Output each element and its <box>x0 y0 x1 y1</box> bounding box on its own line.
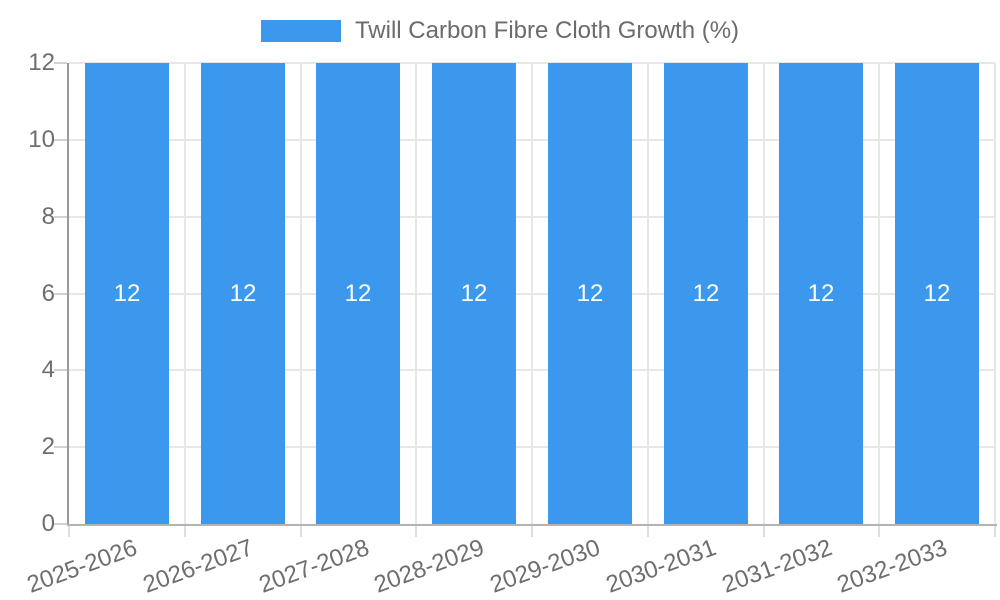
y-tick-label: 12 <box>28 49 55 76</box>
bar-value-label: 12 <box>229 279 257 307</box>
x-tick-label: 2029-2030 <box>486 534 604 599</box>
y-axis-line <box>67 63 69 526</box>
x-tick-label: 2032-2033 <box>833 534 952 599</box>
x-tick-mark <box>68 526 70 537</box>
x-tick-mark <box>647 526 649 537</box>
y-tick-mark <box>54 369 67 372</box>
x-tick-label: 2025-2026 <box>23 534 141 599</box>
x-tick-mark <box>994 526 996 537</box>
v-gridline <box>878 63 880 524</box>
x-tick-label: 2028-2029 <box>370 534 489 599</box>
v-gridline <box>647 63 649 524</box>
x-tick-mark <box>531 526 533 537</box>
v-gridline <box>994 63 996 524</box>
y-axis-labels: 0 2 4 6 8 10 12 <box>0 49 55 537</box>
y-tick-mark <box>54 215 67 218</box>
y-tick-label: 0 <box>41 510 55 537</box>
bar[interactable] <box>316 63 400 524</box>
x-tick-mark <box>184 526 186 537</box>
x-tick-mark <box>415 526 417 537</box>
y-tick-mark <box>54 62 67 64</box>
v-gridline <box>531 63 533 524</box>
y-tick-mark <box>54 292 67 295</box>
y-tick-mark <box>54 138 67 141</box>
bar[interactable] <box>779 63 863 524</box>
bar[interactable] <box>432 63 516 524</box>
x-tick-mark <box>300 526 302 537</box>
legend-swatch <box>260 20 341 42</box>
y-tick-label: 10 <box>28 125 55 153</box>
bar-value-label: 12 <box>807 279 835 307</box>
v-gridline <box>300 63 302 524</box>
x-tick-label: 2031-2032 <box>718 534 836 599</box>
y-tick-label: 4 <box>41 356 55 384</box>
bar[interactable] <box>895 63 979 524</box>
bar[interactable] <box>85 63 169 524</box>
v-gridline <box>184 63 186 524</box>
y-tick-mark <box>54 523 67 525</box>
y-tick-label: 6 <box>41 279 55 307</box>
bar[interactable] <box>548 63 632 524</box>
bar[interactable] <box>664 63 748 524</box>
bar-value-label: 12 <box>923 279 951 307</box>
y-tick-label: 2 <box>41 433 55 461</box>
bar-value-label: 12 <box>692 279 720 307</box>
v-gridline <box>763 63 765 524</box>
bar[interactable] <box>201 63 285 524</box>
bar-value-label: 12 <box>576 279 604 307</box>
bar-value-label: 12 <box>460 279 488 307</box>
x-axis-labels: 2025-2026 2026-2027 2027-2028 2028-2029 2029… <box>24 524 995 600</box>
x-tick-label: 2030-2031 <box>602 534 720 599</box>
x-tick-mark <box>878 526 880 537</box>
bar-value-label: 12 <box>344 279 372 307</box>
x-tick-label: 2027-2028 <box>255 534 373 599</box>
x-tick-label: 2026-2027 <box>139 534 257 599</box>
x-tick-mark <box>763 526 765 537</box>
legend-label: Twill Carbon Fibre Cloth Growth (%) <box>354 17 740 44</box>
y-tick-mark <box>54 446 67 449</box>
y-tick-label: 8 <box>41 202 55 230</box>
chart-legend[interactable]: Twill Carbon Fibre Cloth Growth (%) <box>0 17 1000 45</box>
v-gridline <box>415 63 417 524</box>
plot-area: 12 12 12 12 12 12 12 12 <box>54 62 997 537</box>
x-axis-line <box>67 524 997 526</box>
bar-value-label: 12 <box>113 279 141 307</box>
